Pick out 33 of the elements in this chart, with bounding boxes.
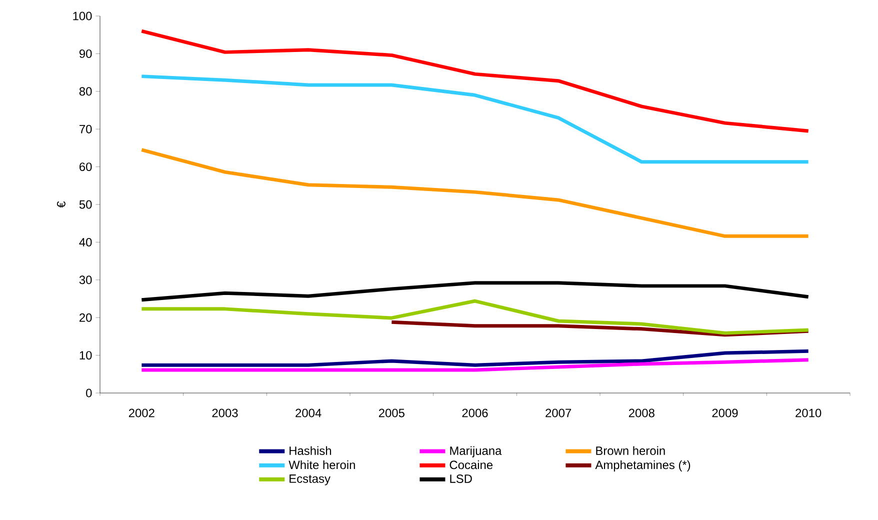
line-series bbox=[140, 299, 810, 335]
legend-label: Brown heroin bbox=[596, 446, 665, 455]
legend-label: Ecstasy bbox=[290, 474, 330, 486]
x-tick-label: 2009 bbox=[712, 408, 738, 418]
x-tick-label: 2005 bbox=[378, 408, 404, 418]
y-tick-label: 60 bbox=[80, 162, 92, 172]
y-tick-label: 50 bbox=[79, 200, 92, 209]
x-tick-label: 2007 bbox=[546, 408, 572, 418]
legend-label: LSD bbox=[450, 474, 472, 483]
legend-label: White heroin bbox=[288, 460, 355, 470]
y-tick-label: 70 bbox=[80, 124, 92, 134]
x-tick-label: 2003 bbox=[212, 408, 238, 418]
legend-label: Hashish bbox=[290, 446, 332, 455]
y-tick-label: 100 bbox=[73, 12, 92, 20]
y-tick-label: 10 bbox=[80, 351, 92, 360]
x-tick-label: 2002 bbox=[128, 408, 154, 418]
line-series bbox=[140, 281, 810, 302]
y-tick-label: 20 bbox=[80, 313, 92, 322]
line-series bbox=[140, 29, 810, 133]
legend-label: Amphetamines (*) bbox=[595, 460, 690, 472]
y-tick-label: 0 bbox=[86, 388, 92, 398]
line-series bbox=[140, 148, 810, 238]
legend-label: Marijuana bbox=[450, 446, 502, 458]
y-tick-label: 30 bbox=[79, 276, 92, 284]
x-tick-label: 2010 bbox=[796, 408, 822, 418]
y-tick-label: 40 bbox=[79, 238, 92, 246]
y-tick-label: 90 bbox=[79, 49, 92, 58]
x-tick-label: 2008 bbox=[628, 408, 654, 418]
legend-label: Cocaine bbox=[450, 460, 493, 470]
y-axis-title: € bbox=[56, 201, 66, 208]
y-tick-label: 80 bbox=[79, 87, 92, 96]
x-tick-label: 2004 bbox=[296, 408, 322, 418]
x-tick-label: 2006 bbox=[462, 408, 488, 418]
